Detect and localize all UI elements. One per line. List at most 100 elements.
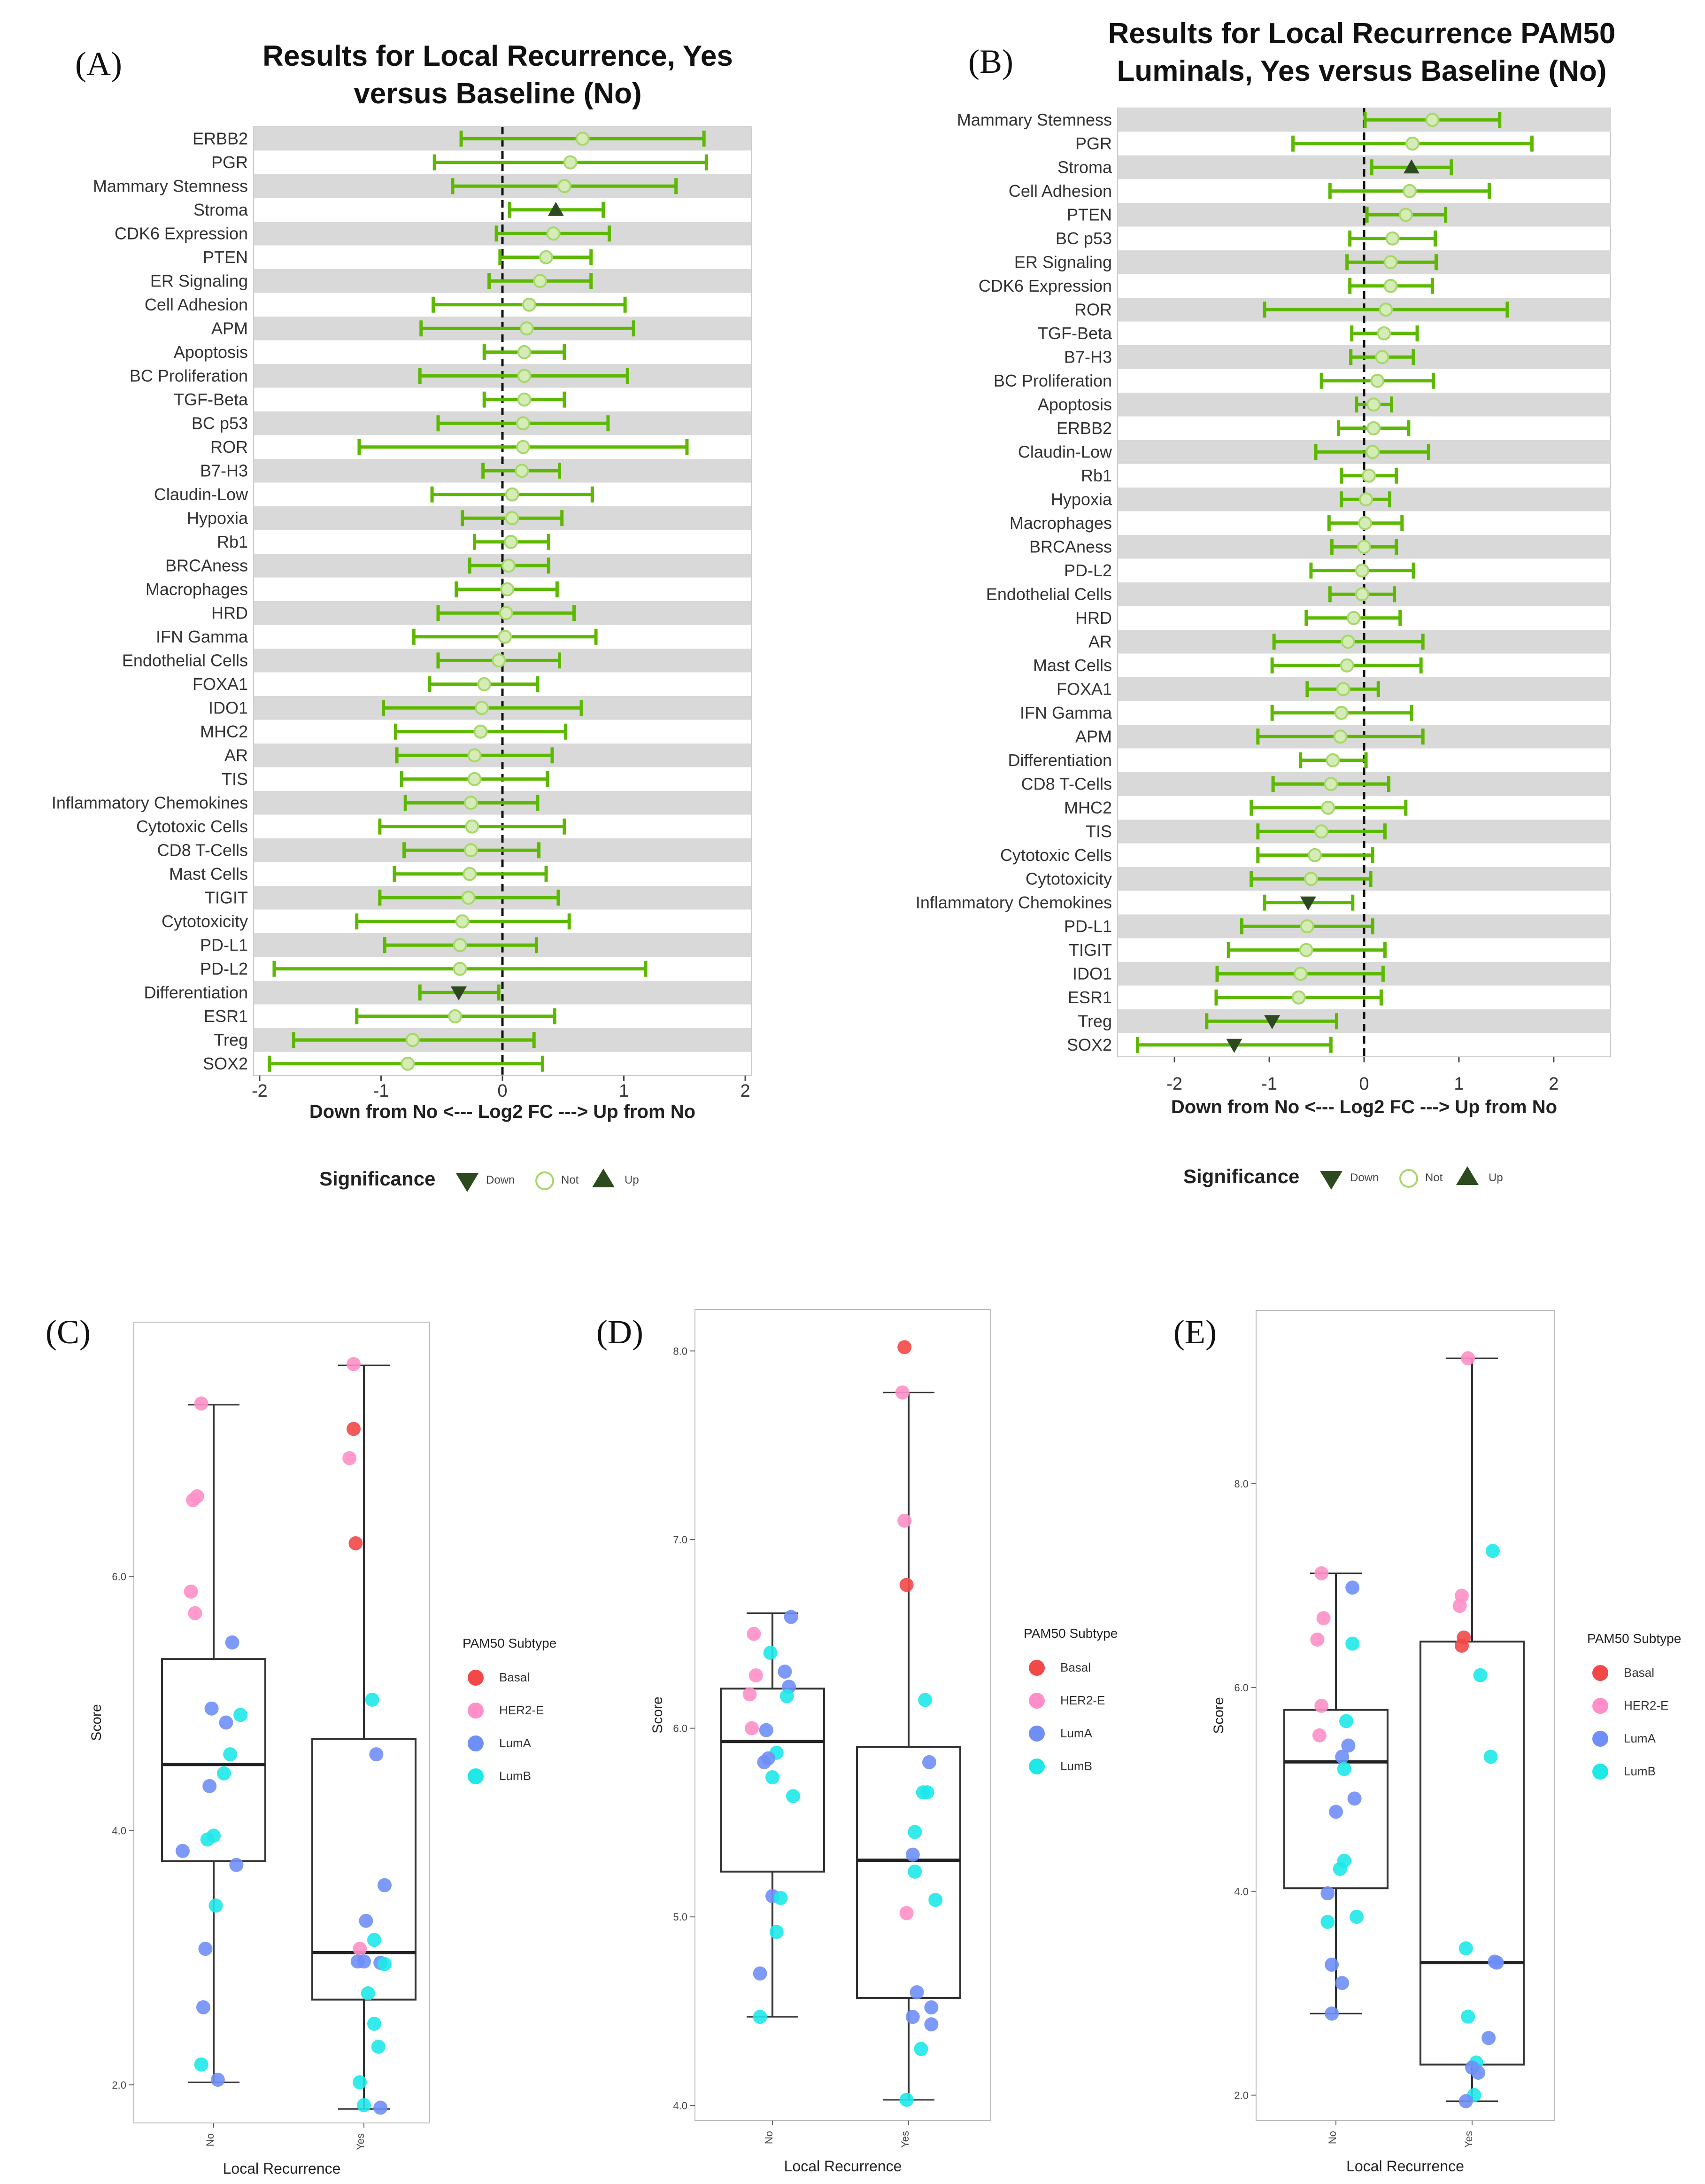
data-point-her2-e <box>342 1451 357 1465</box>
point-up <box>548 201 564 216</box>
row-label: FOXA1 <box>193 674 248 694</box>
point-not <box>1357 540 1371 554</box>
row-label: CDK6 Expression <box>979 276 1112 295</box>
legend-marker-basal <box>468 1670 484 1686</box>
point-not <box>475 701 489 715</box>
data-point-her2-e <box>184 1584 198 1599</box>
x-tick-label: 1 <box>619 1081 629 1101</box>
point-down <box>1226 1038 1242 1053</box>
data-point-her2-e <box>742 1687 757 1702</box>
row-label: Mast Cells <box>1033 656 1112 675</box>
row-label: SOX2 <box>1067 1035 1112 1054</box>
row-label: Rb1 <box>1081 466 1112 485</box>
chart-title: versus Baseline (No) <box>354 77 641 110</box>
row-label: Hypoxia <box>187 508 248 527</box>
data-point-luma <box>1335 1750 1350 1764</box>
data-point-luma <box>905 2010 920 2024</box>
legend-marker-her2-e <box>1592 1698 1608 1714</box>
row-label: Macrophages <box>146 580 248 599</box>
data-point-lumb <box>763 1645 778 1660</box>
row-label: APM <box>1075 727 1112 746</box>
data-point-luma <box>1489 1955 1504 1970</box>
point-not <box>473 724 488 739</box>
data-point-lumb <box>1337 1762 1351 1776</box>
row-label: PTEN <box>1067 205 1112 224</box>
data-point-lumb <box>908 1825 922 1839</box>
point-not <box>1291 990 1306 1005</box>
y-axis-title: Score <box>650 1696 665 1733</box>
legend-marker-basal <box>1592 1665 1608 1681</box>
legend-not-marker <box>1399 1169 1418 1188</box>
legend-marker-her2-e <box>1029 1693 1045 1709</box>
row-label: HRD <box>1075 608 1112 627</box>
data-point-luma <box>1481 2031 1496 2045</box>
point-not <box>517 369 532 383</box>
pam50-legend: PAM50 Subtype Basal HER2-E LumA LumB <box>1587 1631 1681 1780</box>
point-not <box>1324 777 1338 791</box>
point-not <box>455 914 470 929</box>
row-label: PGR <box>1075 134 1112 153</box>
row-label: BC p53 <box>192 413 248 433</box>
y-axis-title: Score <box>89 1704 104 1741</box>
row-label: BC Proliferation <box>994 371 1112 390</box>
row-label: Treg <box>214 1030 248 1049</box>
point-not <box>1333 729 1348 744</box>
x-axis-title: Down from No <--- Log2 FC ---> Up from N… <box>1171 1097 1557 1117</box>
point-not <box>1300 919 1314 934</box>
point-not <box>500 582 515 596</box>
data-point-her2-e <box>194 1396 208 1411</box>
data-point-lumb <box>1350 1910 1364 1924</box>
point-not <box>505 487 519 502</box>
data-point-her2-e <box>748 1668 763 1683</box>
data-point-luma <box>905 1847 920 1862</box>
x-tick-label: Yes <box>1463 2131 1474 2148</box>
row-label: IDO1 <box>1072 964 1112 983</box>
point-not <box>504 534 518 549</box>
legend-not-label: Not <box>1425 1171 1443 1184</box>
row-label: Rb1 <box>217 532 248 551</box>
data-point-her2-e <box>747 1626 761 1641</box>
point-not <box>1334 705 1349 720</box>
row-label: ER Signaling <box>1014 252 1112 271</box>
x-tick-label: 0 <box>1359 1074 1369 1094</box>
data-point-luma <box>176 1843 190 1858</box>
y-tick-label: 8.0 <box>1234 1478 1249 1490</box>
point-not <box>1340 658 1354 673</box>
data-point-her2-e <box>1314 1698 1329 1713</box>
row-label: CD8 T-Cells <box>1021 774 1112 793</box>
point-not <box>563 155 578 170</box>
x-tick-label: No <box>1327 2131 1338 2144</box>
x-tick-label: 0 <box>497 1081 507 1101</box>
legend-label-her2-e: HER2-E <box>499 1703 544 1717</box>
box-iqr <box>1283 1709 1389 1890</box>
legend-up-label: Up <box>1489 1171 1503 1184</box>
point-not <box>517 345 532 359</box>
point-not <box>467 748 482 763</box>
data-point-luma <box>924 2000 939 2015</box>
row-label: Claudin-Low <box>1018 442 1112 461</box>
data-point-luma <box>373 2100 388 2115</box>
box-iqr <box>720 1688 825 1873</box>
y-tick-label: 2.0 <box>112 2079 126 2091</box>
data-point-luma <box>1347 1791 1362 1806</box>
row-label: Cell Adhesion <box>1009 181 1112 201</box>
row-label: BRCAness <box>1029 537 1112 556</box>
data-point-luma <box>225 1635 239 1650</box>
row-label: TIS <box>1086 821 1112 841</box>
forest-panel-A: (A) Results for Local Recurrence, Yes vers… <box>52 40 752 1192</box>
data-point-lumb <box>353 2075 367 2090</box>
y-tick-label: 6.0 <box>112 1571 126 1582</box>
legend-up-marker <box>1456 1166 1479 1185</box>
point-not <box>1398 208 1413 222</box>
pam50-legend: PAM50 Subtype Basal HER2-E LumA LumB <box>463 1636 556 1784</box>
legend-title: Significance <box>1183 1165 1299 1187</box>
legend-label-lumb: LumB <box>499 1769 531 1783</box>
data-point-luma <box>1341 1738 1356 1753</box>
row-label: Macrophages <box>1010 513 1112 533</box>
data-point-lumb <box>217 1766 231 1781</box>
y-tick-label: 4.0 <box>673 2100 687 2112</box>
plot-area <box>1256 1310 1555 2121</box>
data-point-luma <box>219 1715 233 1730</box>
x-axis-title: Down from No <--- Log2 FC ---> Up from N… <box>309 1101 695 1122</box>
